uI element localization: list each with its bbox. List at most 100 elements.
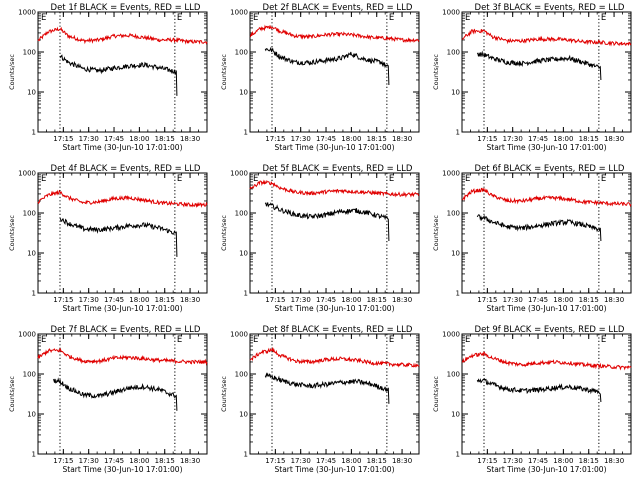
panel-det-9: Det 9f BLACK = Events, RED = LLD 1 10 100 10… (432, 325, 632, 474)
panel-det-8: Det 8f BLACK = Events, RED = LLD 1 10 100 10… (220, 325, 420, 474)
x-tick-label: 18:15 (155, 457, 175, 465)
y-axis-label: Counts/sec (8, 54, 16, 90)
x-tick-label: 18:00 (553, 296, 573, 304)
panel-title: Det 2f BLACK = Events, RED = LLD (263, 3, 413, 13)
flag-mark-start: E (41, 174, 46, 184)
panel-title: Det 5f BLACK = Events, RED = LLD (263, 164, 413, 174)
y-tick-label: 100 (23, 210, 36, 218)
x-tick-label: 17:30 (79, 296, 99, 304)
series-events (264, 372, 390, 404)
panel-det-2: Det 2f BLACK = Events, RED = LLD 1 10 100 10… (220, 3, 420, 152)
x-tick-label: 17:45 (316, 457, 336, 465)
x-tick-label: 17:15 (477, 135, 497, 143)
x-axis-label: Start Time (30-Jun-10 17:01:00) (275, 143, 395, 152)
x-tick-label: 18:00 (129, 457, 149, 465)
x-axis-label: Start Time (30-Jun-10 17:01:00) (275, 465, 395, 474)
x-tick-label: 17:30 (503, 457, 523, 465)
y-axis-label: Counts/sec (432, 54, 440, 90)
x-tick-label: 17:45 (528, 135, 548, 143)
y-tick-label: 1000 (442, 331, 460, 339)
flag-mark-end: E (389, 174, 394, 184)
x-tick-label: 18:30 (392, 296, 412, 304)
series-lld (461, 187, 632, 208)
x-tick-label: 18:30 (604, 135, 624, 143)
y-tick-label: 100 (23, 49, 36, 57)
y-tick-label: 1000 (442, 9, 460, 17)
y-tick-label: 10 (27, 89, 36, 97)
series-lld (37, 26, 208, 45)
series-lld (249, 346, 420, 368)
x-tick-label: 17:15 (477, 457, 497, 465)
x-tick-label: 17:45 (528, 457, 548, 465)
flag-mark-start: E (41, 13, 46, 23)
x-axis-label: Start Time (30-Jun-10 17:01:00) (275, 304, 395, 313)
plot-frame (461, 11, 632, 133)
x-tick-label: 17:15 (265, 457, 285, 465)
series-events (476, 378, 602, 403)
x-tick-label: 17:45 (528, 296, 548, 304)
panel-det-3: Det 3f BLACK = Events, RED = LLD 1 10 100 10… (432, 3, 632, 152)
x-tick-label: 17:30 (291, 296, 311, 304)
y-tick-label: 10 (239, 89, 248, 97)
x-tick-label: 17:30 (79, 135, 99, 143)
x-axis-label: Start Time (30-Jun-10 17:01:00) (487, 304, 607, 313)
flag-mark-start: E (465, 174, 470, 184)
panel-det-6: Det 6f BLACK = Events, RED = LLD 1 10 100 10… (432, 164, 632, 313)
y-tick-label: 1000 (18, 331, 36, 339)
flag-mark-end: E (601, 174, 606, 184)
plot-frame (37, 172, 208, 294)
y-tick-label: 1 (456, 290, 460, 298)
x-tick-label: 18:00 (341, 457, 361, 465)
y-tick-label: 100 (235, 371, 248, 379)
x-tick-label: 17:30 (503, 296, 523, 304)
x-tick-label: 18:00 (341, 296, 361, 304)
plot-frame (37, 11, 208, 133)
flag-mark-end: E (389, 335, 394, 345)
flag-mark-start: E (253, 174, 258, 184)
x-tick-label: 18:30 (180, 135, 200, 143)
flag-mark-end: E (601, 13, 606, 23)
flag-mark-end: E (177, 335, 182, 345)
x-tick-label: 18:30 (180, 296, 200, 304)
y-tick-label: 1000 (230, 9, 248, 17)
y-tick-label: 1 (32, 290, 36, 298)
y-tick-label: 1 (244, 451, 248, 459)
x-tick-label: 17:15 (53, 457, 73, 465)
series-events (59, 54, 178, 96)
plot-frame (461, 333, 632, 455)
series-events (264, 46, 390, 86)
y-tick-label: 1 (456, 129, 460, 137)
x-tick-label: 18:30 (604, 457, 624, 465)
y-tick-label: 100 (447, 210, 460, 218)
y-tick-label: 10 (239, 411, 248, 419)
y-axis-label: Counts/sec (8, 215, 16, 251)
flag-mark-start: E (253, 13, 258, 23)
y-tick-label: 1000 (18, 170, 36, 178)
flag-mark-end: E (177, 174, 182, 184)
y-tick-label: 1 (456, 451, 460, 459)
flag-mark-start: E (41, 335, 46, 345)
x-tick-label: 17:30 (79, 457, 99, 465)
y-axis-label: Counts/sec (8, 376, 16, 412)
x-tick-label: 18:15 (367, 135, 387, 143)
panel-det-4: Det 4f BLACK = Events, RED = LLD 1 10 100 10… (8, 164, 208, 313)
y-tick-label: 10 (27, 250, 36, 258)
y-tick-label: 1 (32, 451, 36, 459)
y-tick-label: 10 (451, 411, 460, 419)
y-tick-label: 1 (244, 290, 248, 298)
y-tick-label: 1 (32, 129, 36, 137)
y-tick-label: 10 (239, 250, 248, 258)
x-tick-label: 18:15 (367, 457, 387, 465)
x-tick-label: 18:15 (155, 135, 175, 143)
x-tick-label: 18:00 (341, 135, 361, 143)
flag-mark-start: E (253, 335, 258, 345)
x-tick-label: 17:30 (503, 135, 523, 143)
y-axis-label: Counts/sec (220, 215, 228, 251)
x-axis-label: Start Time (30-Jun-10 17:01:00) (63, 465, 183, 474)
y-tick-label: 100 (23, 371, 36, 379)
panel-det-5: Det 5f BLACK = Events, RED = LLD 1 10 100 10… (220, 164, 420, 313)
panel-det-1: Det 1f BLACK = Events, RED = LLD 1 10 100 10… (8, 3, 208, 152)
series-lld (37, 189, 208, 208)
y-tick-label: 100 (447, 49, 460, 57)
series-lld (462, 351, 632, 371)
